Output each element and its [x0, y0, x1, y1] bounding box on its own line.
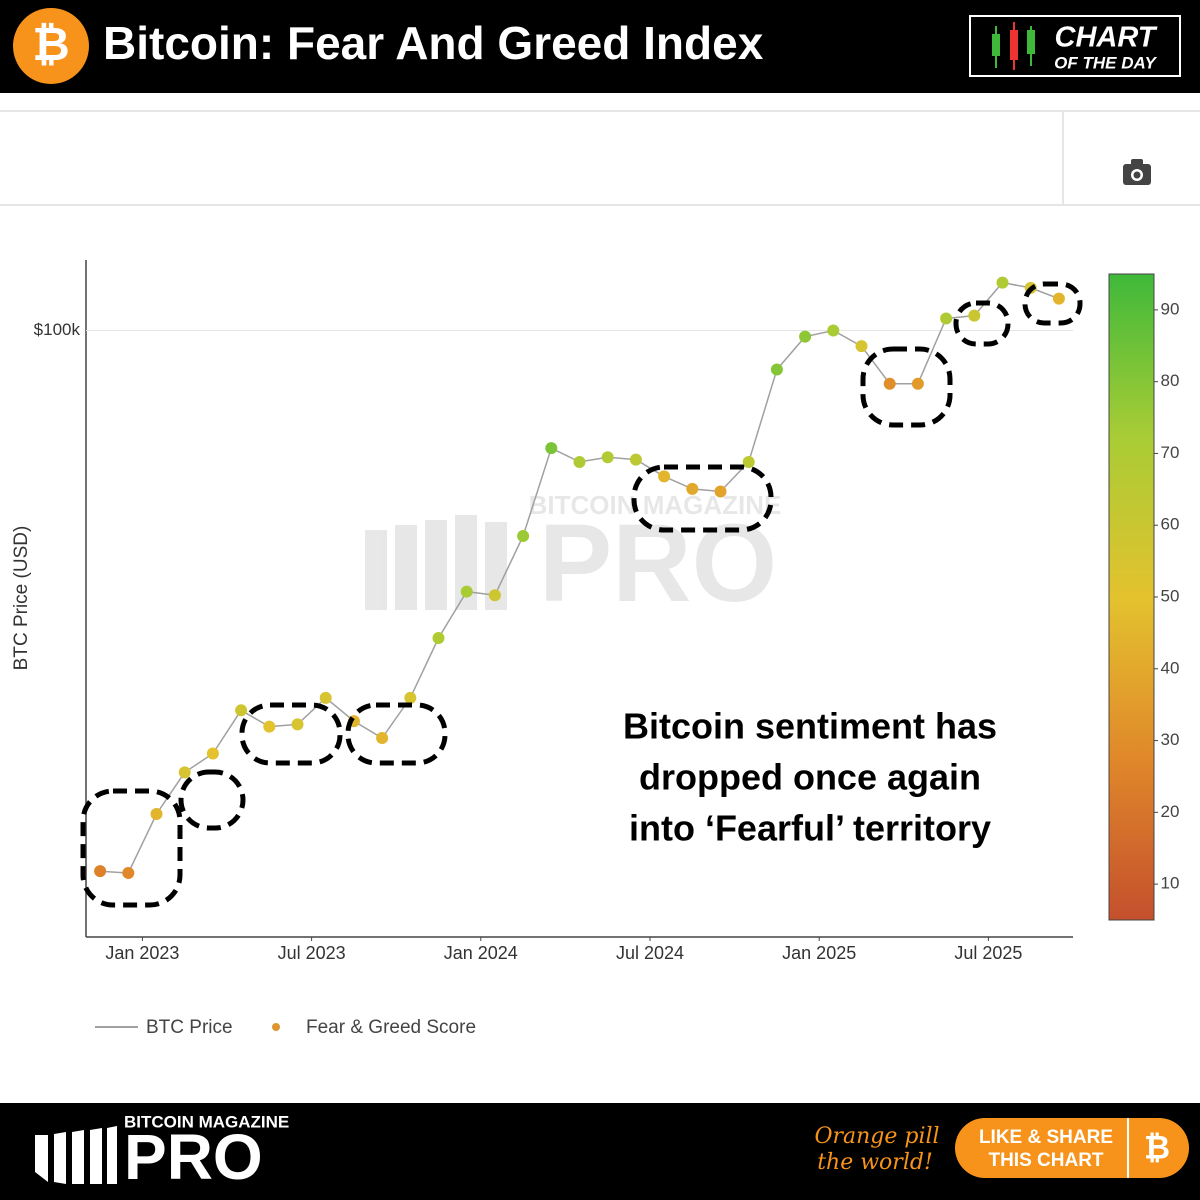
score-point	[206, 747, 219, 760]
x-tick-label: Jan 2025	[782, 943, 856, 963]
score-point	[319, 691, 332, 704]
x-tick-label: Jul 2024	[616, 943, 684, 963]
watermark-line2: PRO	[539, 502, 777, 625]
score-point	[235, 704, 248, 717]
watermark	[365, 515, 507, 610]
score-point	[742, 455, 755, 468]
share-button[interactable]	[955, 1118, 1189, 1178]
score-point	[940, 312, 953, 325]
annotation-line: dropped once again	[639, 757, 981, 798]
score-point	[573, 455, 586, 468]
annotation-line: into ‘Fearful’ territory	[629, 808, 991, 849]
x-tick-label: Jul 2023	[278, 943, 346, 963]
score-point	[658, 470, 671, 483]
score-point	[883, 377, 896, 390]
score-point	[996, 276, 1009, 289]
x-tick-label: Jul 2025	[954, 943, 1022, 963]
score-point	[178, 766, 191, 779]
colorbar-tick-label: 50	[1161, 586, 1180, 605]
score-point	[770, 363, 783, 376]
colorbar-tick-label: 20	[1161, 802, 1180, 821]
score-point	[263, 720, 276, 733]
candle-icon	[992, 22, 1035, 70]
footer-logo-icon	[35, 1126, 117, 1184]
legend-label[interactable]: BTC Price	[146, 1017, 233, 1038]
score-point	[94, 865, 107, 878]
header-title: Bitcoin: Fear And Greed Index	[103, 17, 764, 69]
score-point	[827, 324, 840, 337]
colorbar-tick-label: 30	[1161, 730, 1180, 749]
x-tick-label: Jan 2024	[444, 943, 518, 963]
score-point	[1052, 292, 1065, 305]
score-point	[629, 453, 642, 466]
score-point	[432, 632, 445, 645]
x-tick-label: Jan 2023	[105, 943, 179, 963]
button-line1[interactable]: LIKE & SHARE	[979, 1127, 1113, 1148]
score-point	[460, 585, 473, 598]
colorbar: 10 20 30 40 50 60 70 80 90	[1108, 273, 1180, 921]
score-point	[517, 529, 530, 542]
slogan-line1: Orange pill	[814, 1124, 939, 1149]
score-point	[714, 485, 727, 498]
score-point	[404, 691, 417, 704]
colorbar-tick-label: 10	[1161, 874, 1180, 893]
highlight-rings	[80, 281, 1083, 908]
badge-line1: CHART	[1055, 22, 1158, 54]
plot-area: $100k Jan 2023 Jul 2023 Jan 2024 Jul 2024 Jan…	[34, 276, 1073, 963]
badge-frame	[969, 15, 1181, 77]
score-point	[545, 442, 558, 455]
colorbar-tick-label: 70	[1161, 443, 1180, 462]
badge-line2: OF THE DAY	[1054, 53, 1157, 72]
logo-symbol: ₿	[32, 18, 70, 70]
colorbar-scale	[1108, 273, 1155, 921]
slogan-line2: the world!	[817, 1150, 933, 1175]
score-point	[855, 340, 868, 353]
score-point	[799, 330, 812, 343]
score-point	[122, 866, 135, 879]
score-point	[968, 309, 981, 322]
y-tick-label: $100k	[34, 320, 81, 339]
annotation-line: Bitcoin sentiment has	[623, 706, 997, 747]
camera-button[interactable]	[1123, 159, 1151, 185]
score-point	[488, 589, 501, 602]
y-axis-title: BTC Price (USD)	[11, 526, 32, 671]
watermark-line1: BITCOIN MAGAZINE	[529, 490, 782, 520]
score-point	[291, 718, 304, 731]
score-point	[911, 377, 924, 390]
score-point	[376, 732, 389, 745]
score-point	[601, 451, 614, 464]
colorbar-tick-label: 80	[1161, 371, 1180, 390]
button-symbol[interactable]: ₿	[1144, 1129, 1170, 1165]
legend-label[interactable]: Fear & Greed Score	[306, 1017, 476, 1038]
bitcoin-logo	[13, 8, 89, 84]
score-point	[686, 482, 699, 495]
button-line2[interactable]: THIS CHART	[988, 1150, 1103, 1171]
legend-dot	[272, 1023, 280, 1031]
footer-brand-line1: BITCOIN MAGAZINE	[124, 1112, 289, 1131]
footer-brand-line2: PRO	[124, 1121, 263, 1193]
colorbar-tick-label: 40	[1161, 658, 1180, 677]
colorbar-tick-label: 90	[1161, 299, 1180, 318]
colorbar-tick-label: 60	[1161, 515, 1180, 534]
score-point	[150, 808, 163, 821]
annotation: Bitcoin sentiment has dropped once again i…	[623, 706, 997, 849]
